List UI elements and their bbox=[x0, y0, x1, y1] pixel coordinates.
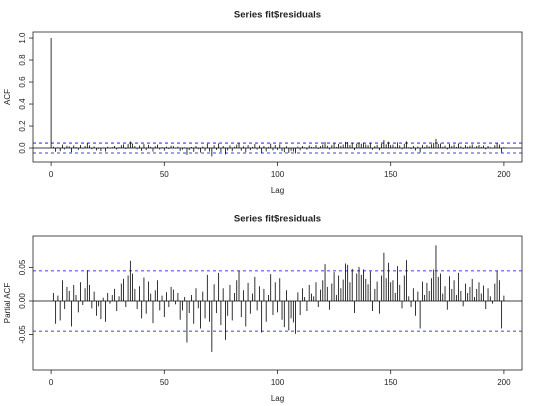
x-tick-label: 150 bbox=[384, 378, 398, 387]
x-tick-label: 50 bbox=[160, 170, 169, 179]
y-tick-label: 0.2 bbox=[18, 120, 27, 132]
x-tick-label: 200 bbox=[497, 170, 511, 179]
plot-box bbox=[32, 235, 523, 371]
y-tick-label: 0.05 bbox=[18, 259, 27, 275]
x-tick-label: 0 bbox=[49, 378, 54, 387]
y-axis-label: ACF bbox=[3, 89, 12, 105]
plot-box bbox=[32, 31, 523, 163]
y-tick-label: 0.0 bbox=[18, 142, 27, 154]
y-tick-label: -0.05 bbox=[18, 325, 27, 344]
x-tick-label: 0 bbox=[49, 170, 54, 179]
x-tick-label: 200 bbox=[497, 378, 511, 387]
x-tick-label: 100 bbox=[271, 170, 285, 179]
y-tick-label: 1.0 bbox=[18, 32, 27, 44]
y-tick-label: 0.4 bbox=[18, 98, 27, 110]
y-tick-label: 0.6 bbox=[18, 76, 27, 88]
x-axis-label: Lag bbox=[271, 186, 284, 195]
chart-title: Series fit$residuals bbox=[234, 10, 321, 21]
y-tick-label: 0.00 bbox=[18, 293, 27, 309]
chart-title: Series fit$residuals bbox=[234, 214, 321, 225]
y-tick-label: 0.8 bbox=[18, 54, 27, 66]
x-tick-label: 100 bbox=[271, 378, 285, 387]
x-axis-label: Lag bbox=[271, 394, 284, 403]
x-tick-label: 150 bbox=[384, 170, 398, 179]
x-tick-label: 50 bbox=[160, 378, 169, 387]
y-axis-label: Partial ACF bbox=[3, 283, 12, 324]
